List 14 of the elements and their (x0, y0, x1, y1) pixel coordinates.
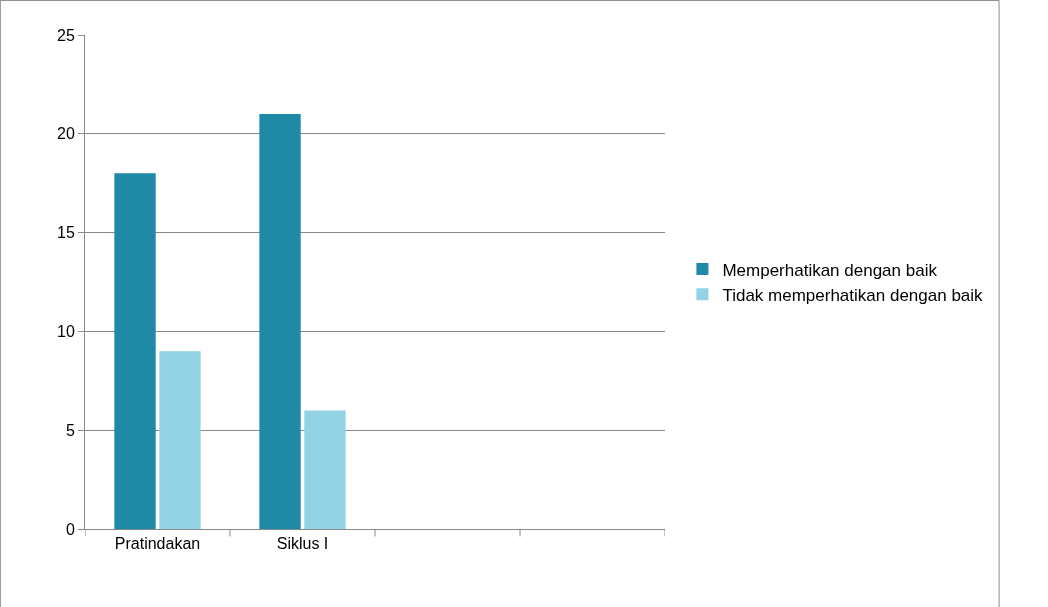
bar (259, 114, 301, 529)
x-tick-label: Pratindakan (114, 535, 201, 553)
y-tick-label: 10 (57, 323, 75, 340)
bar (159, 351, 201, 529)
y-tick-label: 20 (57, 125, 75, 143)
y-tick-label: 15 (57, 224, 75, 242)
y-tick-label: 5 (65, 421, 75, 439)
y-tick-label: 25 (57, 26, 75, 44)
legend-label: Memperhatikan dengan baik (722, 260, 938, 280)
x-tick-label: Siklus I (276, 535, 329, 553)
bar (304, 410, 346, 529)
y-tick-label: 0 (65, 520, 75, 538)
legend-label: Tidak memperhatikan dengan baik (722, 285, 984, 305)
bar (114, 173, 156, 529)
